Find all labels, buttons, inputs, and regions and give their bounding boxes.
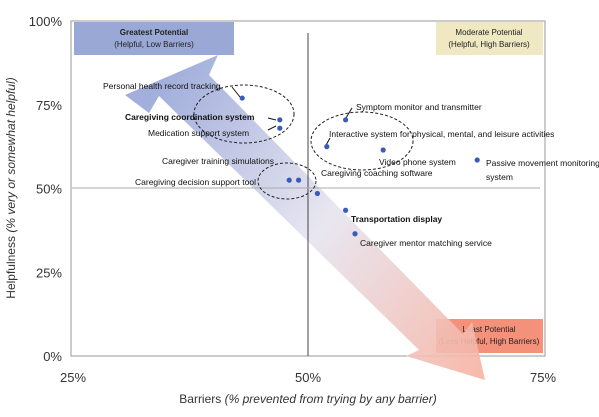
data-point (343, 117, 349, 123)
point-label: Medication support system (148, 128, 249, 138)
quadrant-moderate-potential: Moderate Potential (Helpful, High Barrie… (436, 22, 543, 55)
data-point (352, 231, 358, 237)
y-tick-label: 100% (29, 14, 63, 29)
x-axis-title-main: Barriers (179, 392, 221, 406)
data-point (314, 190, 320, 197)
y-axis-title-main: Helpfulness (4, 236, 18, 299)
x-axis-title-detail: (% prevented from trying by any barrier) (225, 392, 437, 406)
data-point (380, 147, 386, 153)
cluster-ellipse (310, 111, 414, 171)
data-point (286, 177, 292, 183)
quadrant-title: Greatest Potential (120, 28, 188, 37)
quadrant-subtitle: (Less Helpful, High Barriers) (439, 337, 540, 346)
y-axis-title: Helpfulness (% very or somewhat helpful) (4, 77, 18, 298)
potential-gradient-arrow (125, 55, 485, 380)
point-label: Transportation display (351, 214, 442, 224)
x-axis-title: Barriers (% prevented from trying by any… (179, 392, 436, 406)
data-point (343, 207, 349, 213)
point-label: Caregiving coordination system (125, 112, 255, 122)
point-label: Symptom monitor and transmitter (356, 102, 482, 112)
point-label: Video phone system (379, 157, 456, 167)
quadrant-title: Least Potential (463, 325, 516, 334)
point-label: Caregiver training simulations (162, 156, 274, 166)
x-tick-label: 25% (60, 370, 86, 385)
cluster-ellipse (257, 162, 317, 200)
y-tick-label: 0% (43, 349, 62, 364)
y-tick-label: 75% (36, 98, 62, 113)
y-tick-label: 25% (36, 265, 62, 280)
point-labels: Personal health record tracking Caregivin… (103, 81, 599, 248)
x-tick-label: 75% (530, 370, 556, 385)
quadrant-greatest-potential: Greatest Potential (Helpful, Low Barrier… (74, 22, 234, 55)
quadrant-title: Moderate Potential (455, 28, 522, 37)
data-point (277, 117, 283, 123)
point-label: Caregiving decision support tool (135, 177, 256, 187)
y-tick-label: 50% (36, 182, 62, 197)
point-label: Personal health record tracking (103, 81, 221, 91)
point-label: Caregiver mentor matching service (360, 238, 492, 248)
data-point (296, 177, 302, 183)
point-label: Interactive system for physical, mental,… (329, 129, 554, 139)
y-axis-title-detail: (% very or somewhat helpful) (4, 77, 18, 232)
quadrant-subtitle: (Helpful, Low Barriers) (114, 40, 194, 49)
point-label: Caregiving coaching software (321, 168, 433, 178)
data-points (239, 95, 480, 237)
cluster-ellipse (193, 84, 295, 144)
tick-labels: 0% 25% 50% 75% 100% 25% 50% 75% (29, 14, 557, 385)
data-point (474, 157, 480, 163)
data-point (277, 125, 283, 131)
data-point (324, 144, 330, 150)
point-label: Passive movement monitoring system (486, 158, 599, 182)
x-tick-label: 50% (295, 370, 321, 385)
data-point (239, 95, 245, 101)
quadrant-subtitle: (Helpful, High Barriers) (448, 40, 530, 49)
